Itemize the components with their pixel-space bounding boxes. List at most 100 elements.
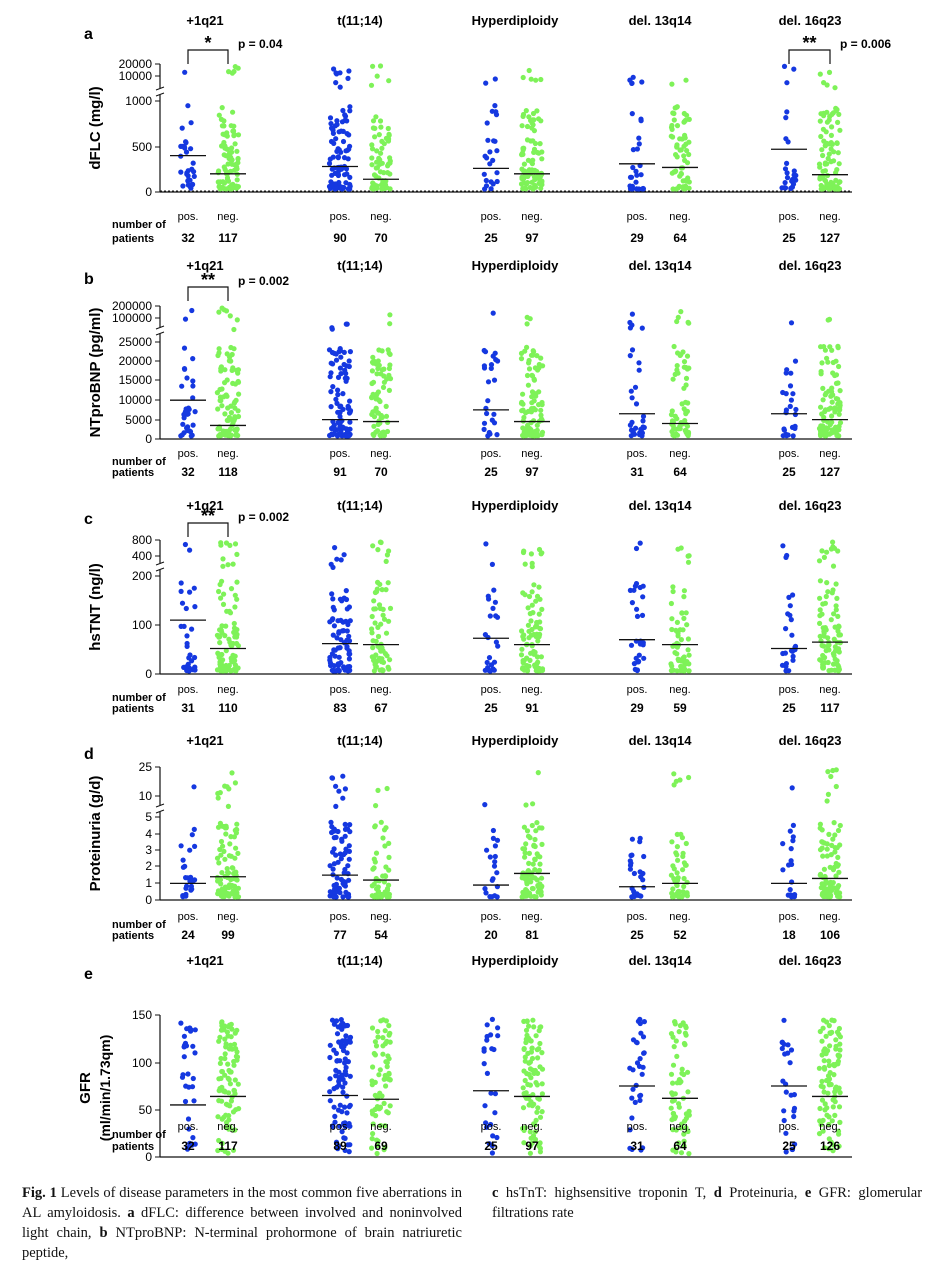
patient-count: 59 bbox=[673, 701, 687, 715]
data-point bbox=[670, 894, 677, 900]
data-point bbox=[342, 1060, 348, 1066]
data-point bbox=[833, 581, 839, 587]
data-point bbox=[532, 1122, 538, 1128]
data-point bbox=[328, 360, 334, 366]
p-value: p = 0.002 bbox=[238, 274, 289, 288]
data-point bbox=[833, 873, 839, 879]
data-point bbox=[521, 667, 527, 673]
data-point bbox=[670, 588, 676, 595]
data-point bbox=[339, 1129, 345, 1135]
data-point bbox=[836, 433, 842, 439]
neg-label: neg. bbox=[217, 1121, 238, 1133]
data-point bbox=[482, 886, 488, 892]
data-point bbox=[822, 660, 828, 666]
data-point bbox=[191, 1098, 197, 1104]
data-point bbox=[831, 611, 837, 617]
data-point bbox=[378, 150, 384, 156]
group-title: del. 13q14 bbox=[629, 258, 693, 273]
data-point bbox=[784, 160, 790, 166]
data-point bbox=[832, 85, 838, 91]
data-point bbox=[188, 887, 194, 893]
data-point bbox=[347, 174, 353, 180]
data-point bbox=[537, 596, 543, 602]
data-point bbox=[524, 1070, 530, 1077]
data-point bbox=[535, 853, 541, 859]
data-point bbox=[331, 894, 337, 900]
data-point bbox=[783, 1089, 789, 1095]
data-point bbox=[519, 408, 525, 414]
series-pos-dots bbox=[779, 1017, 798, 1155]
data-point bbox=[674, 651, 680, 657]
data-point bbox=[386, 882, 392, 888]
data-point bbox=[386, 1032, 392, 1038]
data-point bbox=[526, 663, 532, 669]
data-point bbox=[819, 1038, 825, 1044]
data-point bbox=[792, 425, 798, 431]
series-neg-dots bbox=[518, 314, 546, 439]
data-point bbox=[826, 1023, 832, 1029]
data-point bbox=[787, 1060, 793, 1066]
series-pos-dots bbox=[326, 321, 354, 439]
data-point bbox=[346, 1149, 352, 1155]
data-point bbox=[640, 1064, 646, 1070]
data-point bbox=[331, 350, 337, 356]
data-point bbox=[326, 160, 333, 167]
patient-count: 91 bbox=[525, 701, 539, 715]
data-point bbox=[346, 68, 352, 74]
data-point bbox=[830, 392, 836, 398]
data-point bbox=[369, 146, 376, 152]
data-point bbox=[676, 1029, 682, 1035]
data-point bbox=[824, 172, 831, 179]
data-point bbox=[335, 859, 341, 865]
data-point bbox=[217, 394, 224, 400]
data-point bbox=[680, 655, 686, 662]
data-point bbox=[342, 866, 348, 873]
data-point bbox=[837, 1034, 844, 1040]
data-point bbox=[370, 1064, 376, 1070]
data-point bbox=[181, 1033, 187, 1039]
data-point bbox=[333, 396, 339, 402]
y-tick-label: 0 bbox=[145, 185, 152, 199]
data-point bbox=[832, 667, 838, 673]
neg-label: neg. bbox=[370, 1121, 391, 1133]
patient-count: 97 bbox=[525, 1139, 539, 1153]
data-point bbox=[677, 352, 683, 358]
data-point bbox=[216, 350, 222, 356]
data-point bbox=[386, 867, 392, 873]
data-point bbox=[327, 1042, 333, 1048]
data-point bbox=[783, 1130, 789, 1136]
data-point bbox=[218, 1055, 224, 1062]
data-point bbox=[528, 650, 534, 656]
data-point bbox=[219, 578, 225, 584]
data-point bbox=[677, 894, 683, 900]
data-point bbox=[835, 345, 841, 351]
data-point bbox=[836, 411, 842, 417]
data-point bbox=[534, 1109, 540, 1115]
data-point bbox=[494, 432, 500, 438]
data-point bbox=[369, 1078, 375, 1084]
data-point bbox=[495, 1025, 501, 1031]
data-point bbox=[191, 173, 197, 179]
data-point bbox=[185, 424, 191, 430]
caption-a-letter: a bbox=[127, 1205, 135, 1221]
data-point bbox=[344, 321, 350, 327]
data-point bbox=[330, 564, 336, 571]
data-point bbox=[832, 186, 838, 192]
series-pos-dots bbox=[482, 802, 501, 900]
data-point bbox=[817, 578, 824, 584]
data-point bbox=[637, 430, 643, 436]
data-point bbox=[834, 658, 840, 664]
data-point bbox=[630, 164, 636, 171]
data-point bbox=[179, 600, 186, 606]
data-point bbox=[386, 840, 392, 847]
data-point bbox=[342, 640, 348, 646]
data-point bbox=[334, 1084, 340, 1090]
data-point bbox=[830, 767, 836, 774]
count-label-line1: number of bbox=[112, 692, 166, 704]
y-axis-label-unit: (ml/min/1.73qm) bbox=[97, 1035, 113, 1142]
figure-caption-left: Fig. 1 Levels of disease parameters in t… bbox=[22, 1183, 462, 1263]
data-point bbox=[379, 645, 385, 651]
series-neg-dots bbox=[518, 546, 546, 674]
data-point bbox=[182, 69, 188, 75]
data-point bbox=[821, 1058, 827, 1064]
